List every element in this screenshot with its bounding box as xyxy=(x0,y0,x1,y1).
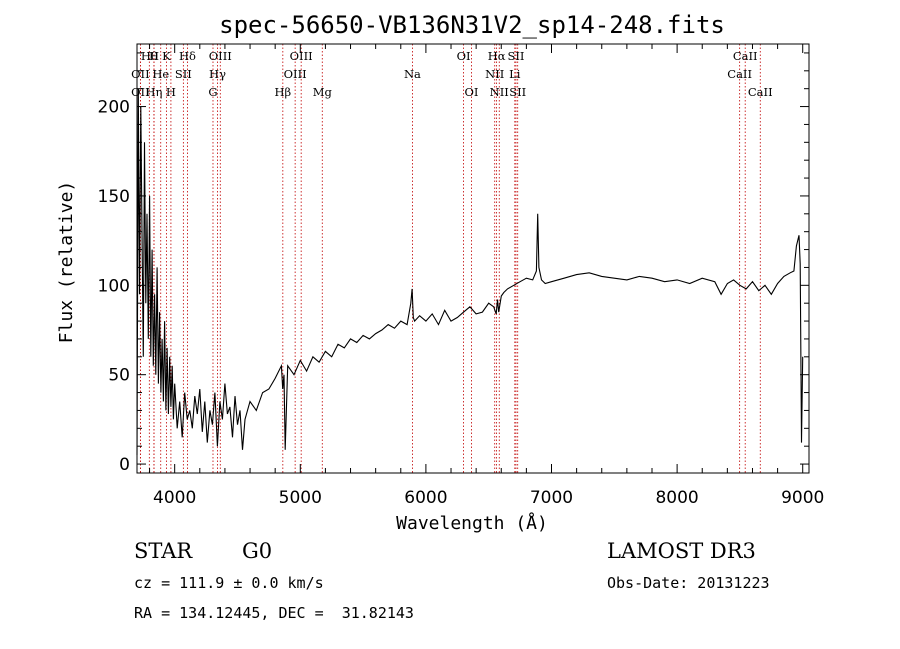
spectrum-series-line xyxy=(136,88,804,456)
spectral-line-label: OI xyxy=(465,85,479,99)
spectral-line-label: K xyxy=(162,49,171,63)
spectral-line-label: OIII xyxy=(290,49,313,63)
spectral-line-label: CaII xyxy=(727,67,752,81)
velocity-readout: cz = 111.9 ± 0.0 km/s xyxy=(134,574,324,592)
spectral-line-label: Hθ xyxy=(141,49,158,63)
plot-frame xyxy=(136,43,810,474)
spectral-line-label: Hα xyxy=(488,49,506,63)
y-axis-ticks: 0 50 100 150 200 xyxy=(98,52,809,475)
observation-date: Obs-Date: 20131223 xyxy=(607,574,770,592)
x-tick-label: 8000 xyxy=(655,488,698,508)
spectral-line-label: H xyxy=(166,85,176,99)
spectral-line-label: Mg xyxy=(313,85,333,99)
x-tick-label: 5000 xyxy=(279,488,322,508)
spectral-line-label: He xyxy=(152,67,169,81)
chart-title: spec-56650-VB136N31V2_sp14-248.fits xyxy=(219,11,725,39)
spectral-line-label: H xyxy=(149,49,159,63)
spectral-line-markers xyxy=(139,44,761,473)
y-tick-label: 200 xyxy=(98,98,130,118)
x-axis-ticks: 4000 5000 6000 7000 8000 9000 xyxy=(149,44,824,508)
spectral-line-label: OII xyxy=(131,67,150,81)
object-class: STAR xyxy=(134,539,193,563)
x-tick-label: 7000 xyxy=(530,488,573,508)
spectral-line-label: SII xyxy=(507,49,524,63)
object-subclass: G0 xyxy=(242,539,273,563)
coordinates-readout: RA = 134.12445, DEC = 31.82143 xyxy=(134,604,414,622)
spectral-line-label: OII xyxy=(131,85,150,99)
spectral-line-label: Hδ xyxy=(179,49,196,63)
spectral-line-label: SII xyxy=(509,85,526,99)
spectral-line-label: CaII xyxy=(733,49,758,63)
y-tick-label: 100 xyxy=(98,276,130,296)
spectral-line-label: OIII xyxy=(284,67,307,81)
spectral-line-label: Hβ xyxy=(274,85,291,99)
y-tick-label: 50 xyxy=(108,366,130,386)
spectral-line-label: G xyxy=(208,85,217,99)
y-tick-label: 150 xyxy=(98,187,130,207)
spectral-line-label: NII xyxy=(490,85,509,99)
spectral-line-label: OIII xyxy=(209,49,232,63)
spectral-line-label: NII xyxy=(485,67,504,81)
spectral-line-label: SII xyxy=(175,67,192,81)
spectral-line-label: OI xyxy=(457,49,471,63)
x-tick-label: 6000 xyxy=(404,488,447,508)
x-axis-label: Wavelength (Å) xyxy=(396,512,548,534)
spectral-line-label: Hη xyxy=(145,85,162,99)
y-tick-label: 0 xyxy=(119,455,130,475)
x-tick-label: 9000 xyxy=(781,488,824,508)
x-tick-label: 4000 xyxy=(153,488,196,508)
spectral-line-label: CaII xyxy=(748,85,773,99)
spectral-line-label: Hγ xyxy=(209,67,226,81)
spectral-line-label: Na xyxy=(404,67,421,81)
survey-name: LAMOST DR3 xyxy=(607,539,756,563)
y-axis-label: Flux (relative) xyxy=(56,181,77,344)
spectral-line-label: Li xyxy=(509,67,521,81)
